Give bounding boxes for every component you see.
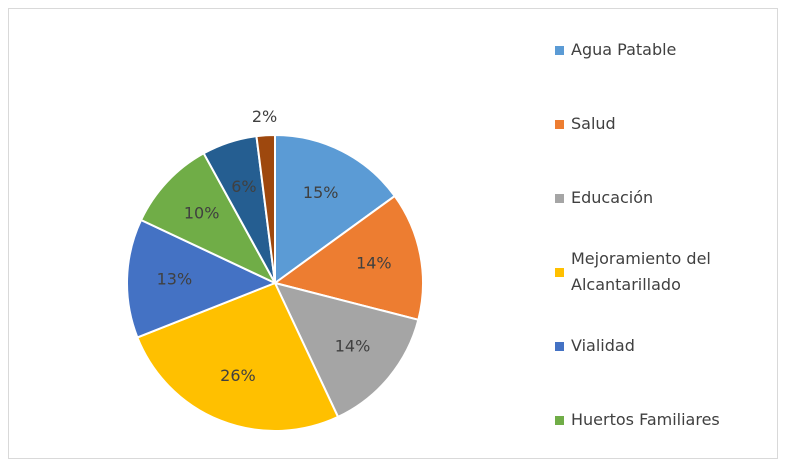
legend-swatch <box>555 119 564 129</box>
legend-item: Salud <box>555 87 770 161</box>
legend-item: Agua Patable <box>555 13 770 87</box>
data-label: 6% <box>231 177 256 196</box>
legend-swatch <box>555 341 564 351</box>
legend-label: Huertos Familiares <box>571 410 720 429</box>
legend-swatch <box>555 45 564 55</box>
legend-item: Huertos Familiares <box>555 383 770 457</box>
data-label: 2% <box>252 107 277 126</box>
legend-label: Salud <box>571 114 616 133</box>
legend-swatch <box>555 267 564 277</box>
pie-slice <box>273 281 420 419</box>
legend-label: Agua Patable <box>571 40 677 59</box>
pie-slice <box>139 151 278 286</box>
legend: Agua Patable Salud Educación Mejoramiento d… <box>555 13 770 457</box>
legend-swatch <box>555 193 564 203</box>
legend-item: Vialidad <box>555 309 770 383</box>
pie-slice <box>126 218 278 339</box>
legend-swatch <box>555 415 564 425</box>
legend-item: Mejoramiento del Alcantarillado <box>555 235 770 309</box>
legend-label: Vialidad <box>571 336 635 355</box>
data-label: 15% <box>303 183 339 202</box>
pie-slice <box>255 133 276 284</box>
data-label: 14% <box>335 337 371 356</box>
pie-slice <box>272 194 424 322</box>
data-label: 10% <box>184 204 220 223</box>
legend-item: Educación <box>555 161 770 235</box>
data-label: 13% <box>157 269 193 288</box>
data-label: 14% <box>356 254 392 273</box>
data-label: 26% <box>220 366 256 385</box>
legend-label: Mejoramiento del Alcantarillado <box>571 249 711 294</box>
legend-label: Educación <box>571 188 654 207</box>
pie-slice <box>274 133 397 285</box>
chart-frame <box>8 8 778 459</box>
pie-slice <box>136 281 340 432</box>
